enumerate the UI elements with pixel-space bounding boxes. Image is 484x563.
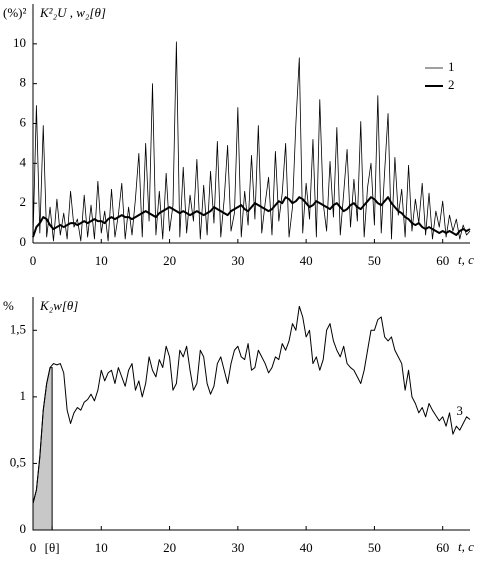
- y-tick-label: 10: [13, 35, 26, 50]
- x-tick-label: 50: [368, 540, 381, 555]
- y-unit: (%)²: [3, 5, 26, 20]
- x-tick-label: 30: [231, 540, 244, 555]
- x-tick-label: 20: [163, 540, 176, 555]
- series-line: [32, 41, 471, 242]
- y-unit: %: [3, 298, 14, 313]
- x-axis-label: t, c: [458, 539, 474, 554]
- x-axis-label: t, c: [458, 252, 474, 267]
- legend-label: 1: [448, 59, 455, 74]
- x-tick-label: 40: [300, 540, 313, 555]
- y-tick-label: 1,5: [10, 321, 26, 336]
- x-tick-label: 40: [300, 253, 313, 268]
- x-tick-label: 30: [231, 253, 244, 268]
- y-tick-label: 4: [20, 154, 27, 169]
- x-tick-label: [θ]: [45, 540, 60, 555]
- series-line: [32, 305, 471, 504]
- legend-label: 2: [448, 77, 455, 92]
- series-label: 3: [456, 403, 463, 418]
- y-axis-label: K²₂U , w₂[θ]: [39, 5, 106, 20]
- x-tick-label: 10: [95, 540, 108, 555]
- y-tick-label: 0: [20, 521, 27, 536]
- x-tick-label: 0: [30, 540, 37, 555]
- y-tick-label: 0,5: [10, 454, 26, 469]
- series-line: [32, 196, 471, 238]
- x-tick-label: 20: [163, 253, 176, 268]
- y-axis-label: K₂w[θ]: [39, 298, 78, 313]
- x-tick-label: 10: [95, 253, 108, 268]
- shaded-area: [32, 367, 53, 531]
- y-tick-label: 6: [20, 114, 27, 129]
- x-tick-label: 60: [436, 540, 449, 555]
- y-tick-label: 8: [20, 75, 27, 90]
- x-tick-label: 0: [30, 253, 37, 268]
- x-tick-label: 50: [368, 253, 381, 268]
- y-tick-label: 2: [20, 194, 27, 209]
- y-tick-label: 0: [20, 234, 27, 249]
- y-tick-label: 1: [20, 388, 27, 403]
- x-tick-label: 60: [436, 253, 449, 268]
